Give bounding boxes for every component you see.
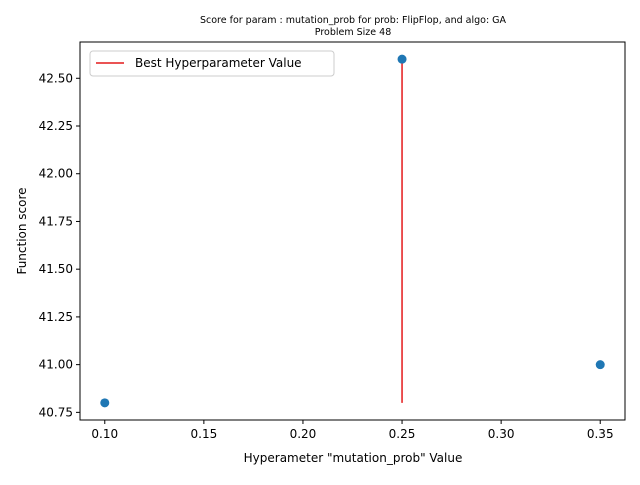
chart-title: Score for param : mutation_prob for prob… — [200, 15, 507, 26]
y-tick-label: 41.00 — [39, 358, 73, 372]
scatter-point — [100, 398, 110, 408]
y-tick-label: 41.75 — [39, 214, 73, 228]
x-tick-label: 0.35 — [587, 427, 614, 441]
legend: Best Hyperparameter Value — [89, 50, 335, 77]
y-axis-label: Function score — [15, 187, 29, 274]
y-tick-label: 41.50 — [39, 262, 73, 276]
scatter-point — [595, 360, 605, 370]
chart-marks — [100, 54, 605, 408]
x-tick-label: 0.20 — [290, 427, 317, 441]
x-tick-label: 0.30 — [488, 427, 515, 441]
chart-subtitle: Problem Size 48 — [315, 27, 391, 38]
y-axis-ticks: 40.75 41.00 41.25 41.50 41.75 42.00 42.25 42.50 — [39, 71, 80, 419]
y-tick-label: 42.50 — [39, 71, 73, 85]
x-tick-label: 0.15 — [191, 427, 218, 441]
axes-frame — [79, 41, 626, 421]
x-axis-ticks: 0.10 0.15 0.20 0.25 0.30 0.35 — [91, 420, 614, 441]
y-tick-label: 42.00 — [39, 167, 73, 181]
x-axis-label: Hyperameter "mutation_prob" Value — [244, 451, 463, 465]
y-tick-label: 41.25 — [39, 310, 73, 324]
scatter-point — [397, 54, 407, 64]
legend-best-line-label: Best Hyperparameter Value — [135, 56, 302, 70]
y-tick-label: 42.25 — [39, 119, 73, 133]
y-tick-label: 40.75 — [39, 405, 73, 419]
x-tick-label: 0.25 — [389, 427, 416, 441]
x-tick-label: 0.10 — [91, 427, 118, 441]
legend-box — [89, 50, 335, 77]
